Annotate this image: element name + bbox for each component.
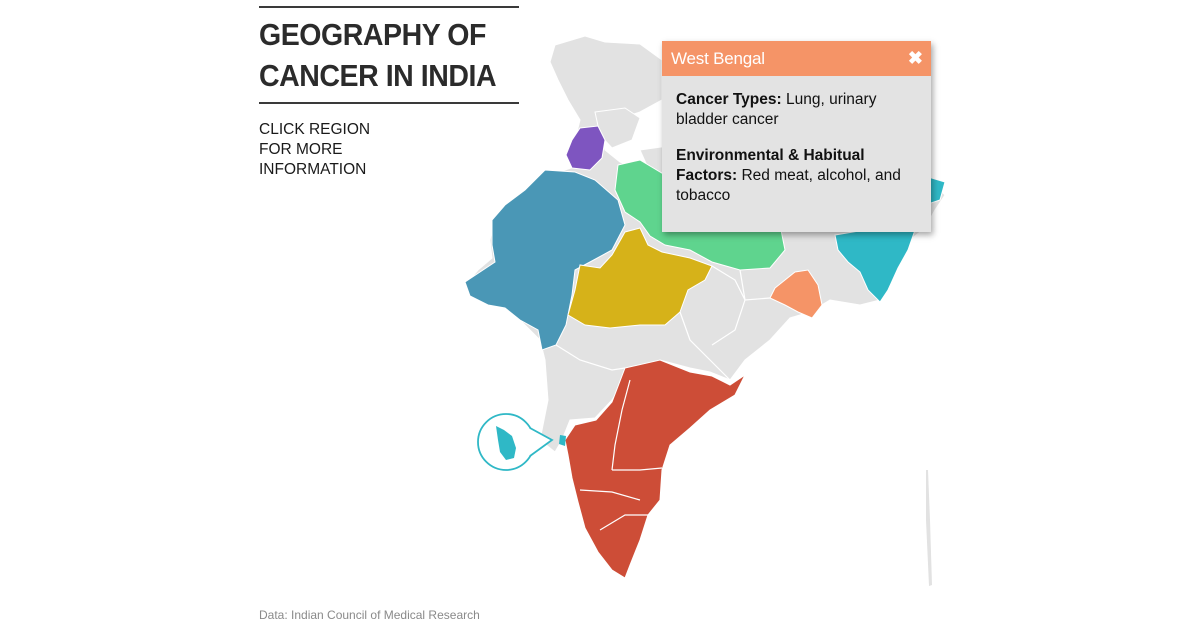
popup-body: Cancer Types: Lung, urinary bladder canc… [662,76,931,206]
region-punjab[interactable] [565,125,606,171]
title-rule-bottom [259,102,519,104]
cancer-types-value: Lung, urinary bladder cancer [676,91,877,128]
popup-region-title: West Bengal [671,48,765,68]
factors-value: Red meat, alcohol, and tobacco [676,167,901,204]
factors-label: Environmental & Habitual Factors: [676,147,865,184]
instruction-line-1: CLICK REGION [259,121,371,138]
title-line-2: CANCER IN INDIA [259,58,497,93]
title-rule-top [259,6,519,8]
instruction-line-3: INFORMATION [259,161,367,178]
region-west-bengal[interactable] [769,269,823,319]
instructions: CLICK REGION FOR MORE INFORMATION [259,120,519,180]
region-south-borders [579,379,663,531]
popup-factors: Environmental & Habitual Factors: Red me… [676,146,919,206]
title-line-1: GEOGRAPHY OF [259,17,486,52]
region-goa[interactable] [496,426,516,460]
popup-header: West Bengal ✖ [662,41,931,76]
close-icon[interactable]: ✖ [907,48,923,68]
cancer-types-label: Cancer Types: [676,91,782,108]
title-block: GEOGRAPHY OF CANCER IN INDIA CLICK REGIO… [259,6,519,180]
source-note: Data: Indian Council of Medical Research [259,608,480,622]
instruction-line-2: FOR MORE [259,141,343,158]
region-rajasthan-gujarat[interactable] [464,169,626,351]
page-title: GEOGRAPHY OF CANCER IN INDIA [259,14,526,96]
region-popup: West Bengal ✖ Cancer Types: Lung, urinar… [662,41,931,232]
region-madhya-pradesh[interactable] [567,227,713,329]
goa-callout-pointer [529,427,554,457]
region-goa-small[interactable] [559,435,566,446]
popup-cancer-types: Cancer Types: Lung, urinary bladder canc… [676,90,919,130]
region-islands[interactable] [926,470,932,586]
region-borders [555,265,771,381]
